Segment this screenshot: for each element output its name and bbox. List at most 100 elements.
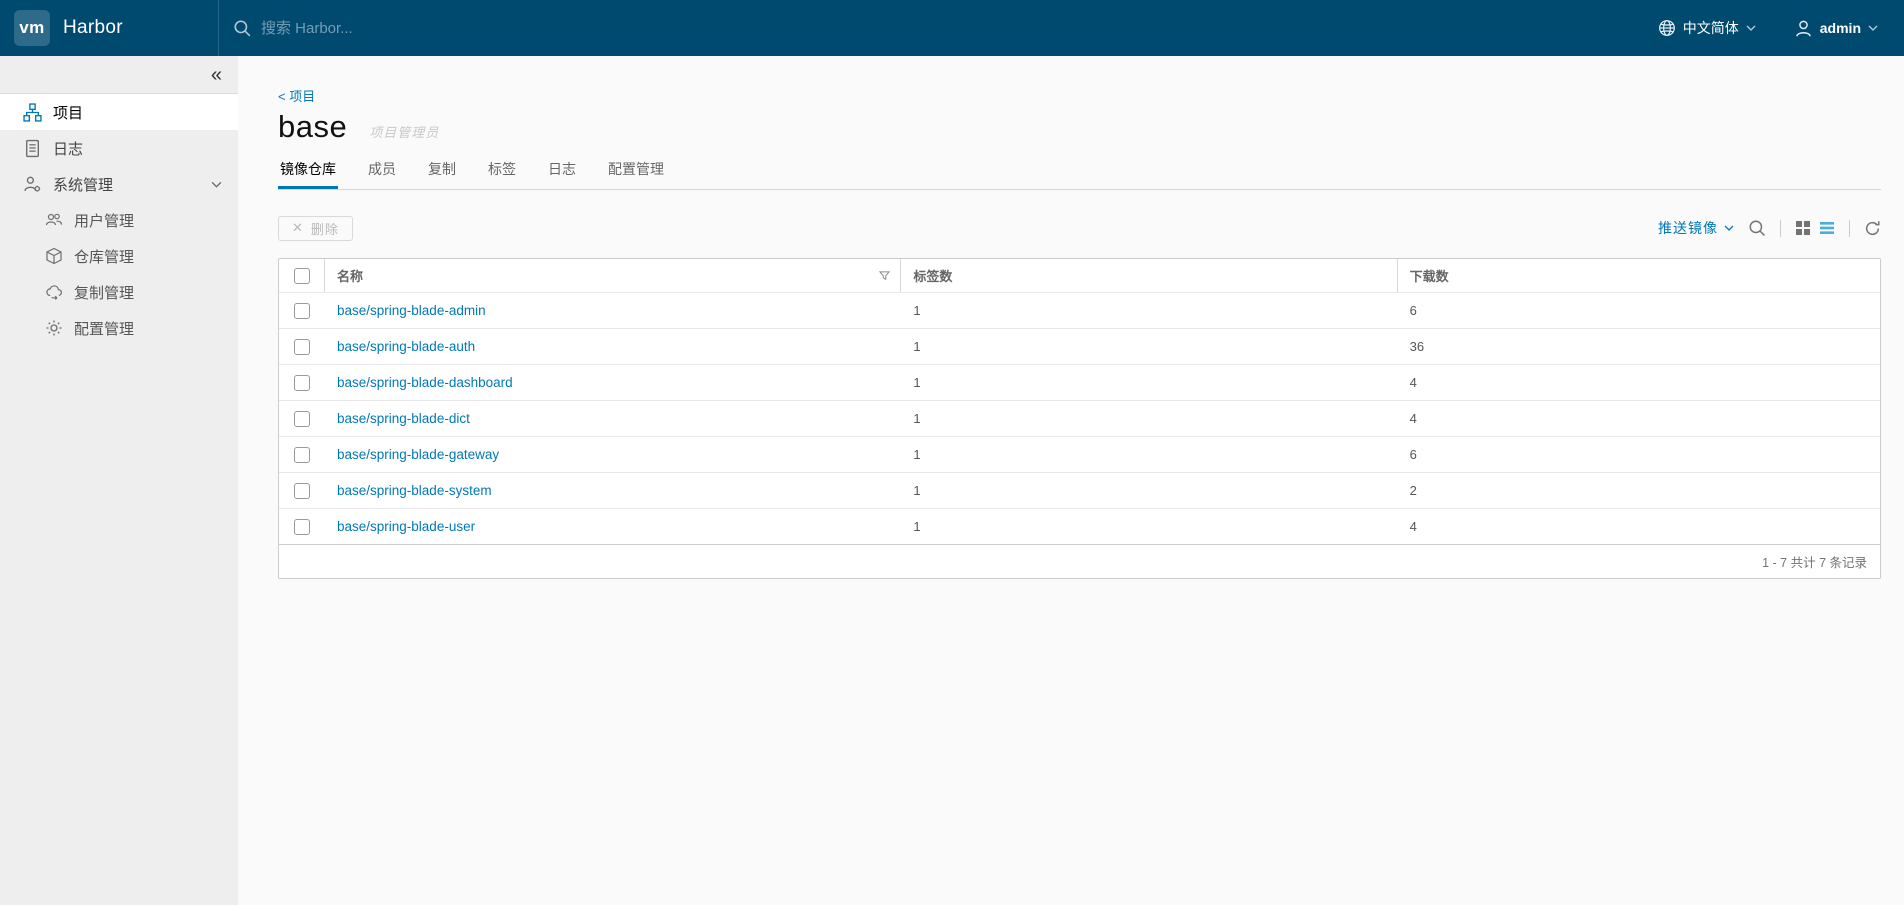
pulls-count: 6 [1409,447,1417,462]
search-repos-icon[interactable] [1748,219,1766,237]
toolbar-separator [1780,219,1781,237]
tab-labels[interactable]: 标签 [488,161,516,177]
sidebar-item-registries[interactable]: 仓库管理 [0,238,238,274]
app-title: Harbor [63,17,123,38]
row-checkbox[interactable] [294,482,310,499]
app-header: vm Harbor 中文简体 admin [0,0,1904,56]
sidebar-item-label: 日志 [53,140,84,158]
page-title: base [278,109,348,144]
table-row: base/spring-blade-auth 1 36 [279,328,1880,364]
toolbar-separator [1849,219,1850,237]
refresh-icon[interactable] [1864,220,1881,237]
sidebar-item-logs[interactable]: 日志 [0,130,238,166]
project-tabs: 镜像仓库 成员 复制 标签 日志 配置管理 [278,159,1881,190]
project-role-badge: 项目管理员 [369,125,440,140]
sidebar-header: « [0,56,238,94]
vmware-logo: vm [14,10,50,46]
row-checkbox[interactable] [294,410,310,427]
row-checkbox[interactable] [294,302,310,319]
brand[interactable]: vm Harbor [0,0,218,56]
title-row: base 项目管理员 [278,109,1881,145]
pulls-count: 4 [1409,519,1417,534]
breadcrumb[interactable]: < 项目 [278,86,1881,105]
tags-count: 1 [913,411,921,426]
repo-toolbar: ✕ 删除 推送镜像 [278,214,1881,242]
repo-link[interactable]: base/spring-blade-system [337,483,492,498]
filter-icon[interactable] [879,270,891,281]
repo-link[interactable]: base/spring-blade-gateway [337,447,500,462]
row-checkbox[interactable] [294,374,310,391]
row-checkbox[interactable] [294,338,310,355]
tab-repositories[interactable]: 镜像仓库 [278,159,338,189]
tab-logs[interactable]: 日志 [548,161,576,177]
chevron-down-icon [1868,25,1878,31]
pulls-count: 4 [1409,375,1417,390]
global-search [233,19,1658,37]
gear-icon [46,320,62,336]
sidebar: « 项目 日志 系统管理 用户管理 仓库管理 复制管理 [0,56,238,905]
push-image-dropdown[interactable]: 推送镜像 [1658,218,1734,238]
repo-link[interactable]: base/spring-blade-user [337,519,476,534]
table-row: base/spring-blade-dict 1 4 [279,400,1880,436]
table-footer: 1 - 7 共计 7 条记录 [279,544,1880,578]
repo-link[interactable]: base/spring-blade-admin [337,303,486,318]
delete-label: 删除 [310,221,339,237]
tab-replication[interactable]: 复制 [428,161,456,177]
chevron-down-icon [1724,225,1734,231]
sidebar-item-replications[interactable]: 复制管理 [0,274,238,310]
sidebar-item-label: 项目 [53,104,84,122]
table-row: base/spring-blade-system 1 2 [279,472,1880,508]
sidebar-item-configuration[interactable]: 配置管理 [0,310,238,346]
tab-configuration[interactable]: 配置管理 [608,161,664,177]
repo-link[interactable]: base/spring-blade-dashboard [337,375,513,390]
table-row: base/spring-blade-dashboard 1 4 [279,364,1880,400]
list-view-icon[interactable] [1819,220,1835,236]
search-icon [234,20,251,37]
users-icon [45,213,63,226]
select-all-checkbox[interactable] [293,267,310,284]
table-row: base/spring-blade-gateway 1 6 [279,436,1880,472]
row-checkbox[interactable] [294,446,310,463]
row-checkbox[interactable] [294,518,310,535]
card-view-icon[interactable] [1795,220,1811,236]
column-header-tags: 标签数 [913,269,953,284]
toolbar-right: 推送镜像 [1658,218,1881,238]
collapse-sidebar-icon[interactable]: « [210,63,222,86]
tags-count: 1 [913,519,921,534]
user-menu[interactable]: admin [1794,19,1878,38]
user-icon [1796,20,1811,36]
breadcrumb-label: 项目 [289,89,316,104]
record-count-label: 1 - 7 共计 7 条记录 [1762,556,1867,570]
delete-x-icon: ✕ [292,220,304,235]
pulls-count: 4 [1409,411,1417,426]
table-header-row: 名称 标签数 下载数 [279,259,1880,292]
chevron-down-icon [211,181,222,188]
column-header-name: 名称 [337,269,364,284]
tags-count: 1 [913,375,921,390]
username-label: admin [1819,20,1861,36]
table-body: base/spring-blade-admin 1 6 base/spring-… [279,292,1880,544]
globe-icon [1658,20,1675,36]
tab-members[interactable]: 成员 [368,161,396,177]
tags-count: 1 [913,483,921,498]
delete-button[interactable]: ✕ 删除 [278,215,353,241]
logs-icon [26,139,39,157]
language-menu[interactable]: 中文简体 [1658,18,1756,38]
main-content: < 项目 base 项目管理员 镜像仓库 成员 复制 标签 日志 配置管理 ✕ … [238,56,1904,905]
projects-icon [23,102,42,122]
pulls-count: 6 [1409,303,1417,318]
column-header-pulls: 下载数 [1409,269,1449,284]
tags-count: 1 [913,303,921,318]
replication-icon [46,285,62,300]
search-input[interactable] [261,19,681,37]
sidebar-item-administration[interactable]: 系统管理 [0,166,238,202]
repo-link[interactable]: base/spring-blade-auth [337,339,476,354]
sidebar-item-label: 配置管理 [74,320,135,338]
sidebar-item-projects[interactable]: 项目 [0,94,238,130]
repo-link[interactable]: base/spring-blade-dict [337,411,470,426]
sidebar-item-users[interactable]: 用户管理 [0,202,238,238]
vmware-logo-text: vm [19,18,45,37]
breadcrumb-back-arrow: < [278,89,286,104]
table-row: base/spring-blade-admin 1 6 [279,292,1880,328]
repositories-table: 名称 标签数 下载数 base/spring-blade-admin 1 6 [278,258,1881,579]
